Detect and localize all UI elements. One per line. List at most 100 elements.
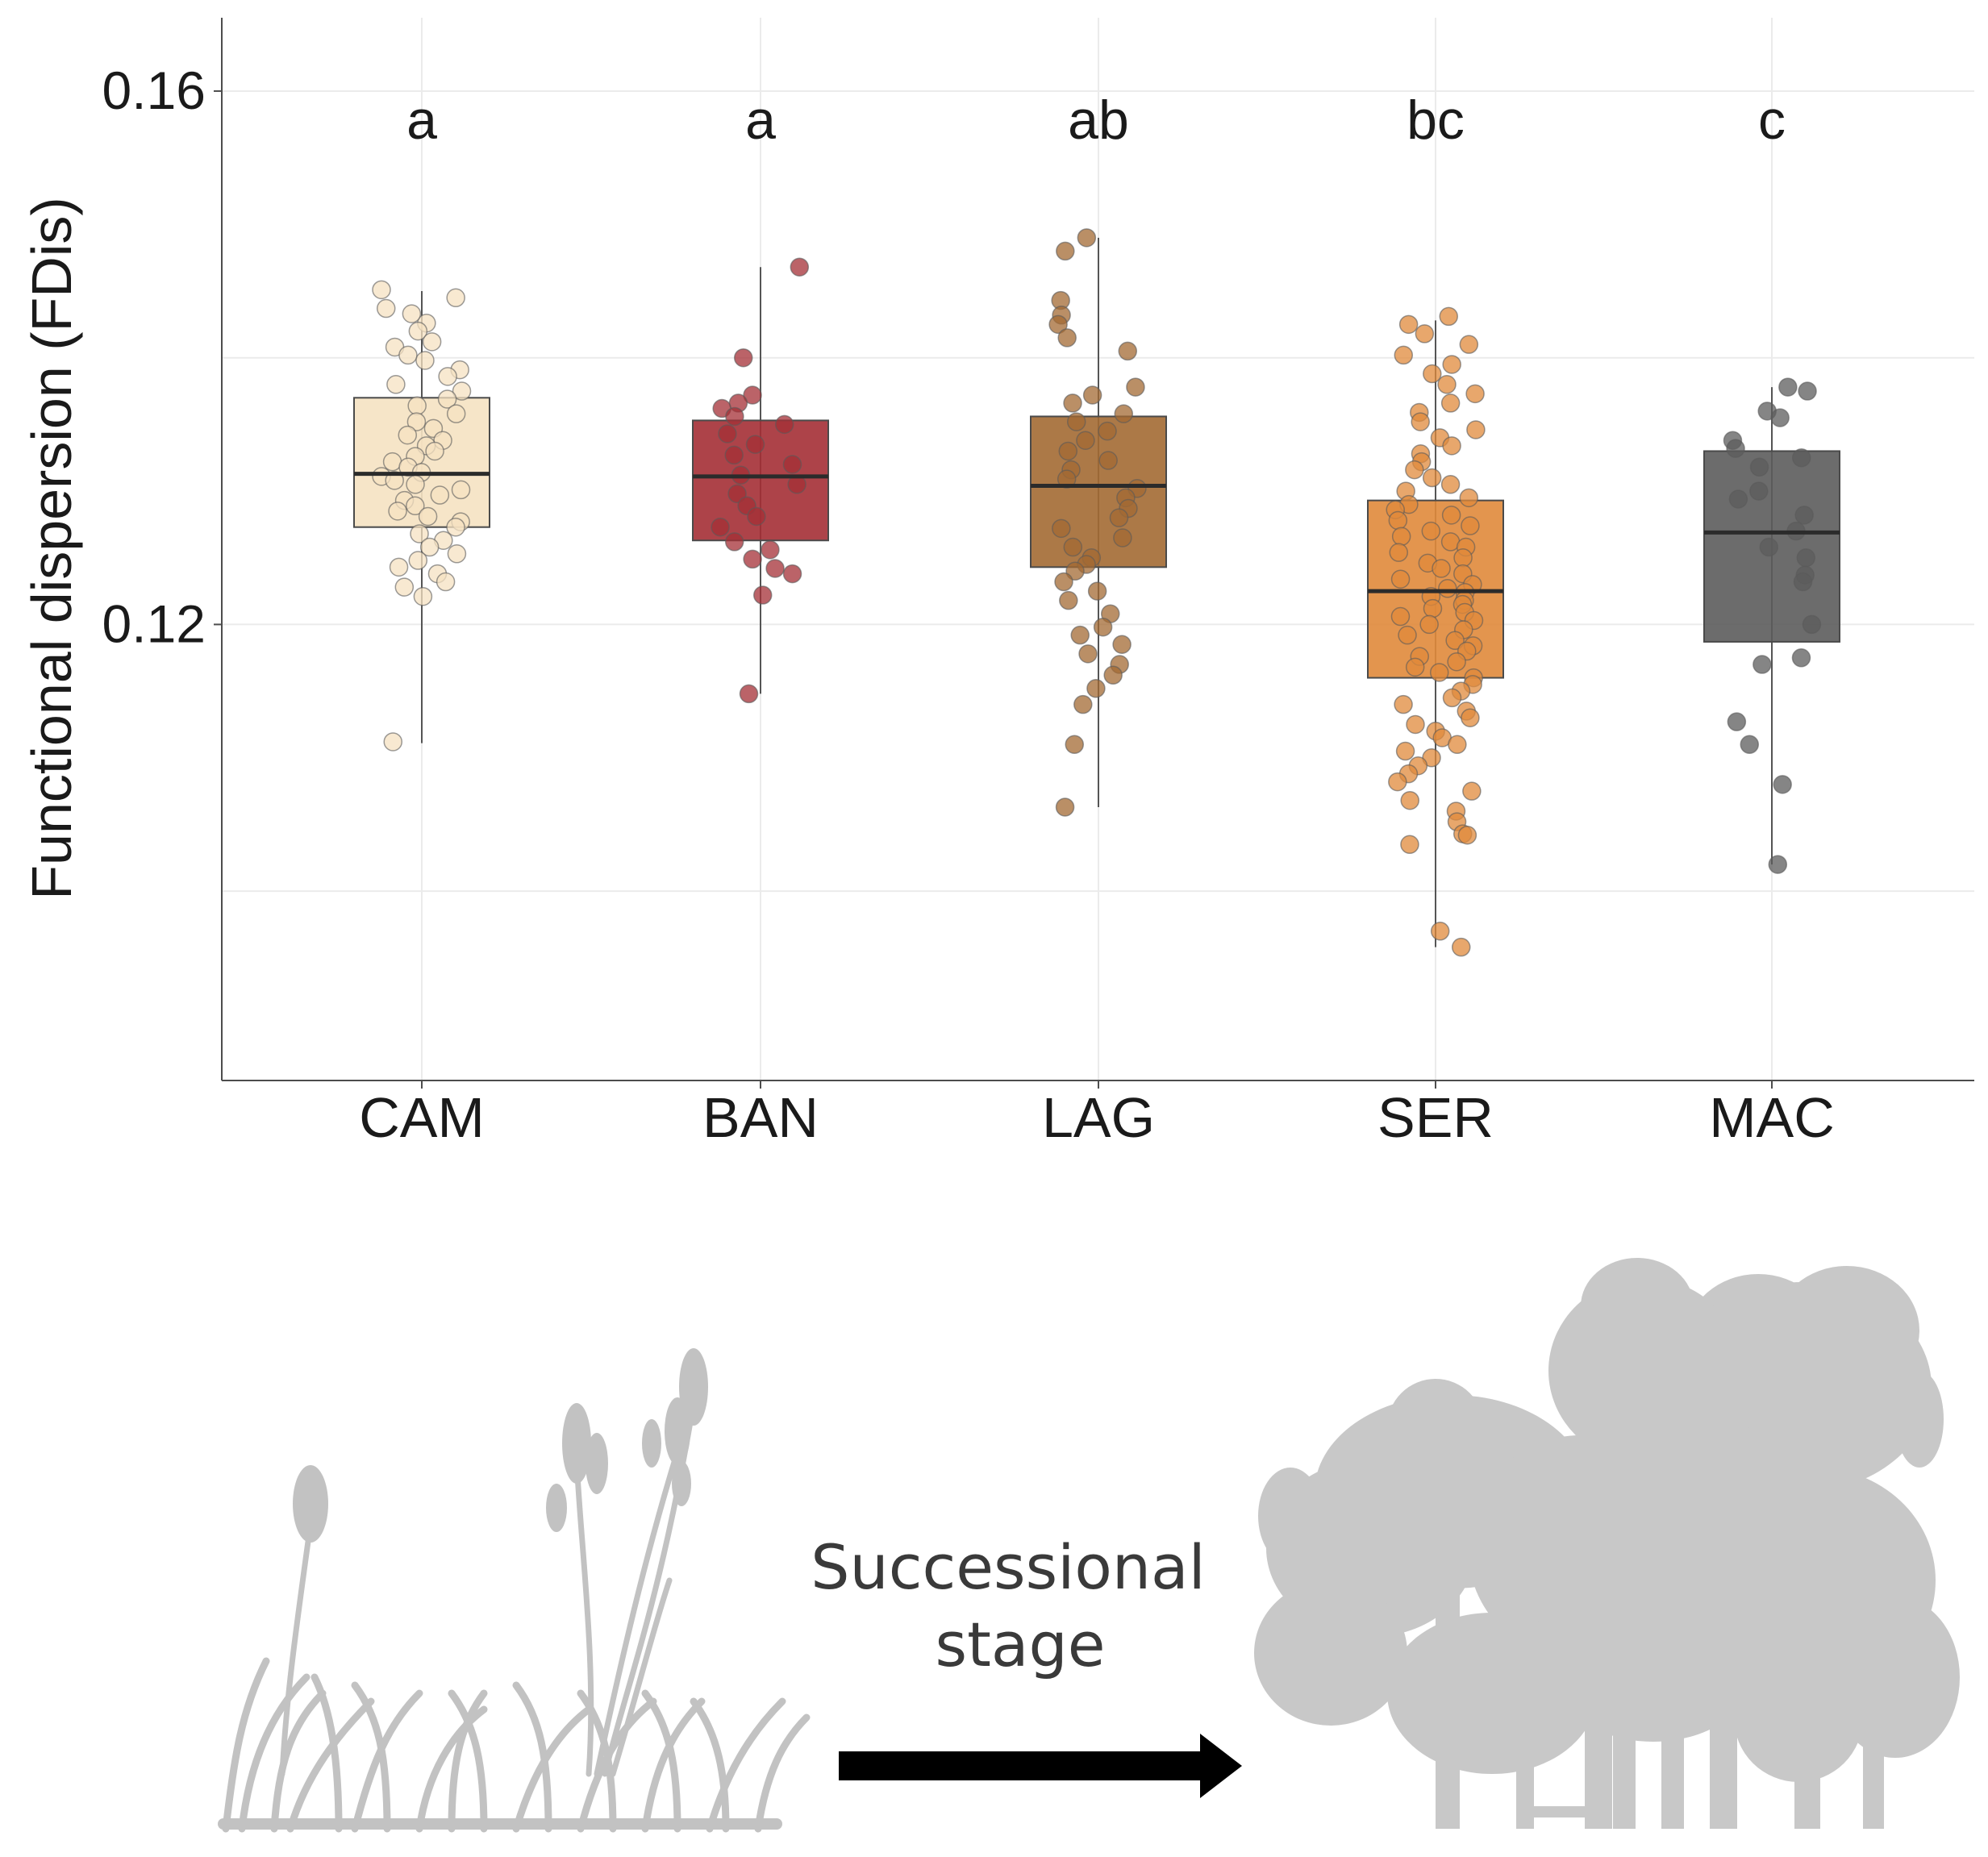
data-point [1063, 393, 1082, 413]
data-point [745, 435, 765, 454]
data-point [1430, 922, 1450, 941]
data-point [1770, 408, 1790, 427]
data-point [1056, 241, 1075, 261]
data-point [1118, 341, 1138, 361]
data-point [1076, 431, 1095, 450]
x-axis: CAM BAN LAG SER MAC [222, 1080, 1974, 1149]
data-point [1441, 506, 1461, 525]
data-point [1388, 510, 1408, 531]
data-point [438, 367, 457, 386]
significance-letter: ab [1068, 90, 1129, 151]
data-point [1773, 775, 1792, 794]
data-point [1400, 835, 1419, 855]
data-point [1066, 412, 1086, 431]
data-point [1400, 790, 1419, 810]
data-point [1423, 364, 1442, 384]
data-point [451, 480, 471, 500]
data-point [419, 537, 440, 557]
box-ser [1367, 306, 1504, 957]
data-point [425, 441, 444, 461]
data-point [1432, 559, 1451, 578]
grassland-icon [218, 1348, 811, 1833]
data-point [1457, 825, 1477, 845]
data-point [1054, 572, 1073, 592]
significance-letter: a [745, 90, 776, 151]
forest-icon [1254, 1258, 1960, 1829]
data-point [1389, 543, 1409, 562]
data-point [1406, 714, 1425, 735]
data-point [1749, 457, 1769, 477]
data-point [410, 524, 429, 543]
data-point [1398, 625, 1417, 645]
data-point [1727, 712, 1747, 731]
data-point [752, 585, 773, 605]
data-point [1759, 537, 1779, 557]
x-tick-label: MAC [1709, 1086, 1835, 1149]
data-point [1794, 506, 1814, 525]
data-point [1059, 590, 1078, 610]
data-point [446, 404, 466, 423]
data-point [1442, 688, 1462, 708]
data-point [385, 471, 404, 490]
data-point [1055, 797, 1075, 817]
significance-letters: a a ab bc c [406, 90, 1786, 151]
significance-letter: bc [1407, 90, 1465, 151]
data-point [1778, 377, 1798, 397]
data-point [774, 414, 794, 435]
data-point [1445, 631, 1465, 651]
data-point [406, 496, 425, 516]
data-point [724, 445, 744, 465]
data-point [413, 586, 433, 606]
data-point [1439, 306, 1458, 327]
data-point [402, 304, 422, 323]
data-point [739, 684, 759, 704]
data-point [1749, 481, 1769, 501]
data-point [1114, 404, 1134, 423]
data-point [1394, 345, 1414, 365]
data-point [1451, 937, 1471, 957]
data-point [1429, 663, 1449, 682]
data-point [1438, 579, 1457, 598]
data-point [725, 406, 744, 427]
data-point [1440, 393, 1461, 413]
data-point [1442, 436, 1461, 456]
data-point [436, 572, 456, 592]
data-point [782, 455, 802, 474]
data-point [1726, 439, 1745, 458]
data-point [1447, 652, 1466, 672]
data-point [408, 551, 428, 570]
data-point [1112, 635, 1132, 654]
data-point [1070, 625, 1090, 645]
data-point [1753, 655, 1772, 674]
data-point [1415, 324, 1435, 344]
data-point [1103, 665, 1123, 685]
data-point [446, 517, 465, 537]
data-point [1113, 528, 1132, 548]
data-point [372, 280, 391, 300]
data-point [1768, 855, 1788, 874]
data-point [1057, 328, 1077, 348]
data-point [1078, 644, 1098, 664]
y-axis: Functional dispersion (FDis) 0.12 0.16 [20, 18, 223, 1080]
data-point [1740, 735, 1760, 755]
data-point [1411, 412, 1430, 431]
data-point [446, 288, 465, 308]
data-point [389, 557, 409, 577]
y-tick-label: 0.16 [102, 60, 206, 120]
data-point [1057, 469, 1077, 489]
data-point [1793, 572, 1813, 592]
x-tick-label: SER [1377, 1086, 1494, 1149]
data-point [1461, 516, 1480, 535]
data-point [1394, 694, 1413, 714]
x-tick-label: BAN [702, 1086, 819, 1149]
box-mac [1703, 377, 1840, 874]
data-point [1086, 679, 1106, 698]
data-point [406, 412, 427, 431]
data-point [1791, 448, 1811, 468]
data-point [1728, 489, 1748, 509]
significance-letter: c [1758, 90, 1786, 151]
data-point [376, 298, 396, 319]
data-point [1073, 694, 1093, 714]
data-point [1422, 468, 1442, 488]
annotation-line-2: stage [936, 1609, 1106, 1680]
